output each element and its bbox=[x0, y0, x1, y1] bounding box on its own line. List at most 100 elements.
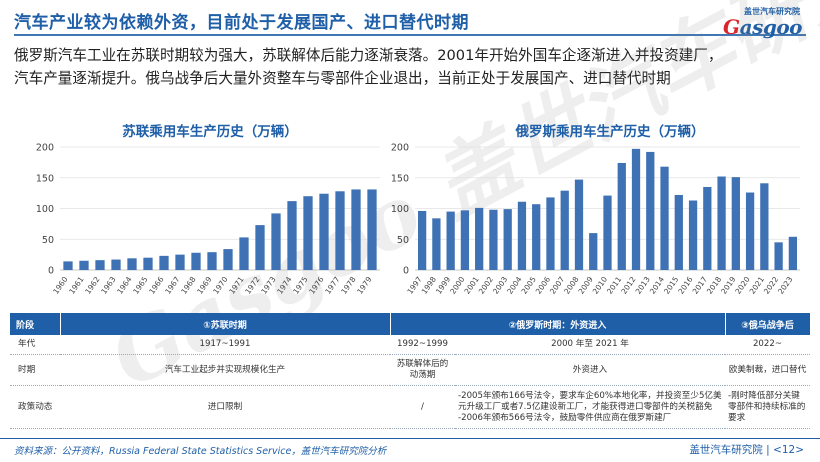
bar bbox=[631, 148, 641, 270]
bar bbox=[207, 252, 217, 270]
logo-letter: G bbox=[723, 15, 740, 39]
y-tick-label: 0 bbox=[403, 266, 409, 277]
bar bbox=[546, 197, 555, 270]
table-header-war: ③俄乌战争后 bbox=[725, 313, 811, 335]
ussr-production-chart: 0 50 100 150 200 1960196119621963196419651966… bbox=[36, 143, 380, 296]
footer-source: 资料来源：公开资料，Russia Federal State Statistic… bbox=[14, 446, 387, 457]
bar bbox=[760, 183, 769, 270]
cell-period-2022: 欧美制裁，进口替代 bbox=[725, 354, 810, 386]
x-tick-label: 1962 bbox=[83, 275, 101, 296]
row-label-period: 时期 bbox=[10, 354, 60, 386]
row-label-policy: 政策动态 bbox=[10, 385, 60, 429]
bar bbox=[589, 233, 598, 270]
x-tick-label: 1969 bbox=[195, 275, 213, 296]
bar bbox=[617, 162, 626, 270]
bar bbox=[745, 192, 755, 270]
x-tick-label: 1977 bbox=[323, 275, 341, 296]
y-tick-label: 150 bbox=[391, 173, 409, 184]
y-tick-label: 200 bbox=[391, 143, 409, 154]
table-header-foreign: ②俄罗斯时期：外资进入 bbox=[390, 313, 726, 335]
gasgoo-logo: 盖世汽车研究院 Gasgoo bbox=[714, 6, 802, 42]
bar bbox=[417, 210, 427, 270]
footer-brand: 盖世汽车研究院 | <12> bbox=[689, 442, 804, 457]
bar bbox=[79, 260, 89, 270]
x-tick-label: 1971 bbox=[227, 275, 245, 296]
table-header-stage: 阶段 bbox=[10, 313, 61, 335]
russia-production-chart: 0501001502001997199819992000200120022003… bbox=[391, 143, 800, 296]
cell-period-2000s: 外资进入 bbox=[455, 354, 725, 386]
bar bbox=[127, 258, 137, 270]
bar bbox=[475, 207, 484, 270]
chart-title-ussr: 苏联乘用车生产历史（万辆） bbox=[122, 124, 298, 140]
bar bbox=[646, 151, 655, 270]
x-tick-label: 1963 bbox=[99, 275, 117, 296]
bar bbox=[432, 218, 441, 270]
bar bbox=[574, 179, 584, 270]
x-tick-label: 1978 bbox=[339, 275, 357, 296]
x-tick-label: 1975 bbox=[291, 275, 309, 296]
bar bbox=[351, 189, 361, 270]
cell-period-ussr: 汽车工业起步并实现规模化生产 bbox=[60, 354, 390, 386]
x-tick-label: 1976 bbox=[307, 275, 325, 296]
x-tick-label: 1973 bbox=[259, 275, 277, 296]
bar bbox=[788, 236, 798, 270]
bar bbox=[159, 255, 169, 270]
x-tick-label: 1965 bbox=[131, 275, 149, 296]
bar bbox=[239, 237, 249, 270]
bar bbox=[223, 249, 233, 270]
cell-policy-90s: / bbox=[390, 385, 455, 429]
y-tick-label: 150 bbox=[36, 173, 54, 184]
bar bbox=[287, 201, 297, 270]
bar bbox=[688, 200, 698, 270]
page-number: | <12> bbox=[766, 444, 804, 456]
cell-policy-2022: -刚时降低部分关键零部件和持续标准的要求 bbox=[725, 385, 810, 429]
x-tick-label: 1967 bbox=[163, 275, 181, 296]
bar bbox=[271, 213, 281, 270]
bar bbox=[191, 252, 201, 270]
page-title: 汽车产业较为依赖外资，目前处于发展国产、进口替代时期 bbox=[14, 13, 469, 33]
bar bbox=[717, 176, 726, 270]
bar bbox=[603, 195, 612, 270]
bar bbox=[446, 211, 455, 270]
bar bbox=[143, 257, 153, 270]
bar bbox=[460, 210, 470, 270]
policy-table: 阶段 ①苏联时期 ②俄罗斯时期：外资进入 ③俄乌战争后 年代 1917~1991… bbox=[10, 313, 811, 429]
bar bbox=[367, 189, 377, 270]
bar bbox=[303, 196, 313, 270]
x-tick-label: 1972 bbox=[243, 275, 261, 296]
x-tick-label: 1974 bbox=[275, 275, 293, 296]
x-tick-label: 2023 bbox=[776, 275, 794, 296]
cell-period-90s: 苏联解体后的动荡期 bbox=[390, 354, 455, 386]
bar bbox=[560, 190, 569, 270]
cell-era-2000s: 2000 年至 2021 年 bbox=[455, 335, 725, 355]
bar bbox=[489, 209, 498, 270]
description-line-2: 汽车产量逐渐提升。俄乌战争后大量外资整车与零部件企业退出，当前正处于发展国产、进… bbox=[14, 70, 671, 87]
x-tick-label: 1979 bbox=[355, 275, 373, 296]
chart-title-russia: 俄罗斯乘用车生产历史（万辆） bbox=[515, 124, 705, 140]
bar bbox=[503, 209, 512, 270]
description-line-1: 俄罗斯汽车工业在苏联时期较为强大，苏联解体后能力逐渐衰落。2001年开始外国车企… bbox=[14, 47, 723, 64]
bar bbox=[95, 260, 105, 270]
bar bbox=[335, 191, 345, 270]
bar bbox=[703, 186, 712, 270]
table-header-ussr: ①苏联时期 bbox=[60, 313, 391, 335]
row-label-era: 年代 bbox=[10, 335, 60, 355]
bar bbox=[111, 259, 121, 270]
y-tick-label: 200 bbox=[36, 143, 54, 154]
x-tick-label: 1964 bbox=[115, 275, 133, 296]
y-tick-label: 50 bbox=[397, 235, 409, 246]
footer-divider bbox=[0, 438, 820, 439]
bar bbox=[660, 166, 669, 270]
footer-brand-name: 盖世汽车研究院 bbox=[689, 444, 763, 456]
bar bbox=[731, 177, 740, 270]
y-tick-label: 100 bbox=[36, 204, 54, 215]
bar bbox=[774, 242, 783, 270]
y-tick-label: 100 bbox=[391, 204, 409, 215]
bar bbox=[255, 225, 265, 270]
table-row: 政策动态 进口限制 / -2005年颁布166号法令，要求车企60%本地化率，并… bbox=[10, 385, 810, 429]
x-tick-label: 1970 bbox=[211, 275, 229, 296]
bar bbox=[532, 204, 541, 270]
cell-era-2022: 2022~ bbox=[725, 335, 810, 355]
cell-policy-2000s: -2005年颁布166号法令，要求车企60%本地化率，并投资至少5亿美元升级工厂… bbox=[455, 385, 725, 429]
title-divider bbox=[14, 34, 806, 36]
